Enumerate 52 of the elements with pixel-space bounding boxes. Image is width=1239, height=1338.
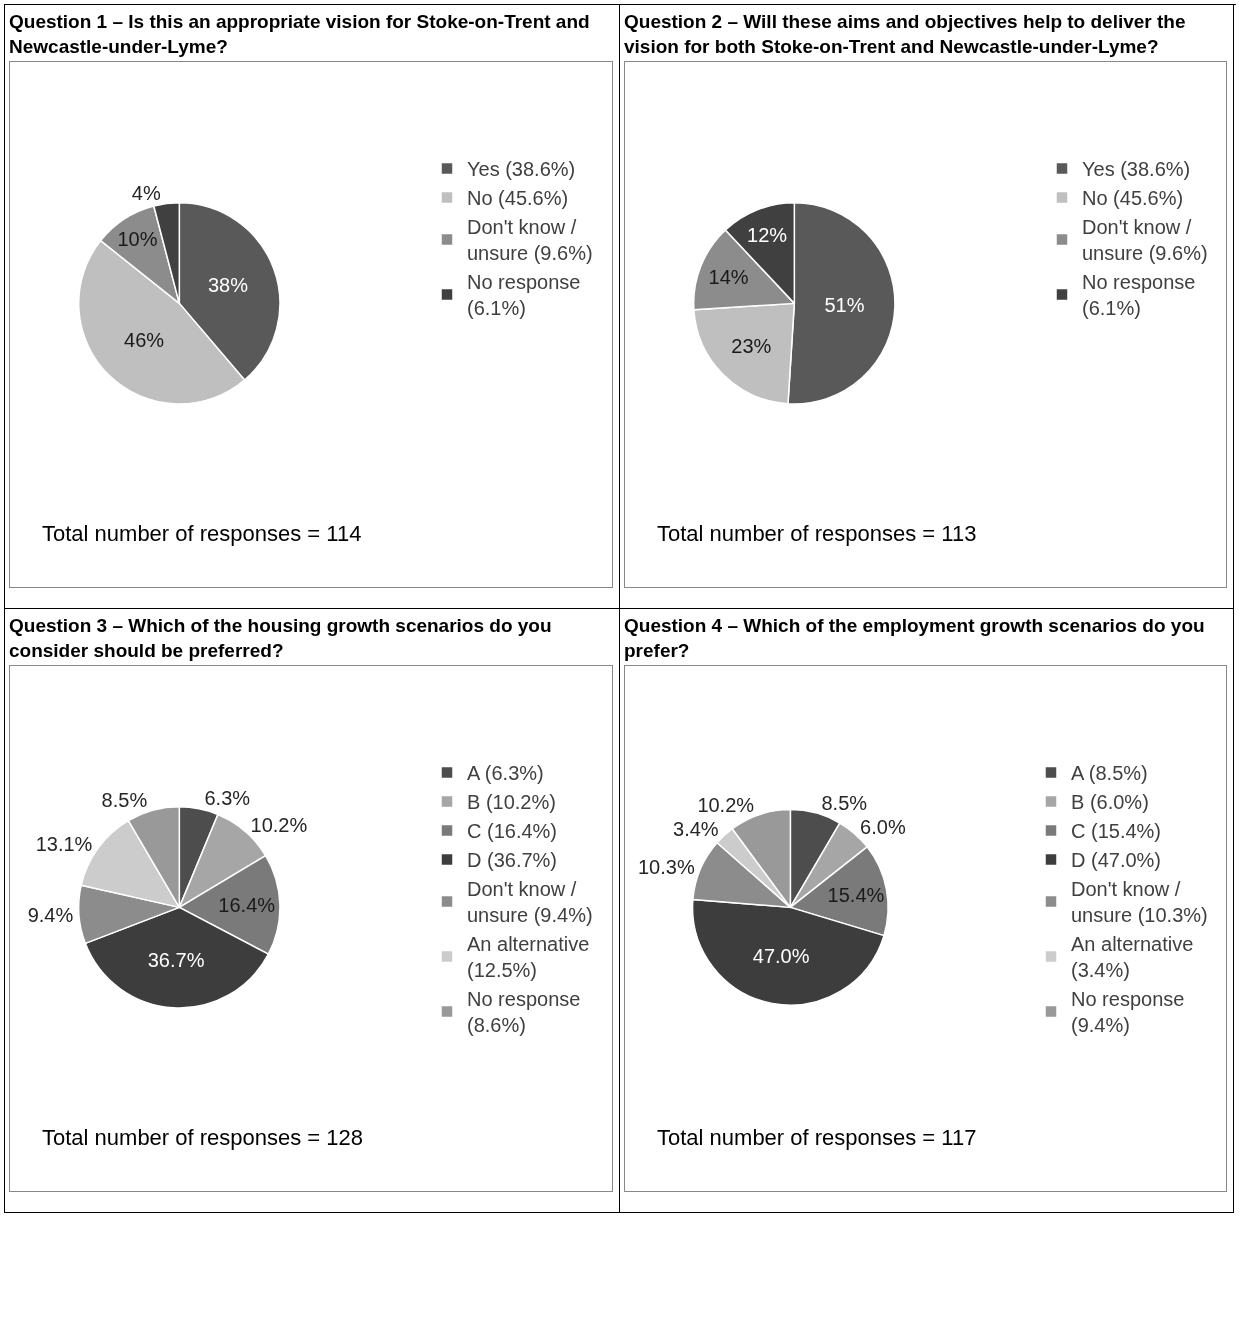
legend-label: D (36.7%) [467, 849, 558, 872]
chart-title: Question 2 – Will these aims and objectives help to deliver the vision for both Stoke-on-Trent and Newcastle-under-Lyme? [624, 10, 1187, 59]
data-label: 15.4% [827, 883, 885, 906]
legend-label: An alternative (3.4%) [1071, 933, 1194, 982]
legend-label: No response (6.1%) [467, 271, 581, 320]
text: Total number of responses = 128 [42, 1125, 364, 1150]
data-label: 6.3% [204, 787, 251, 810]
chart-title: Question 3 – Which of the housing growth scenarios do you consider should be preferred? [9, 614, 553, 663]
legend-label: D (47.0%) [1071, 849, 1162, 872]
text: Total number of responses = 113 [657, 521, 977, 546]
data-label: 3.4% [673, 818, 719, 841]
data-label: 8.5% [101, 789, 148, 812]
legend-label: Don't know / unsure (9.4%) [467, 878, 593, 927]
legend-label: No response (8.6%) [467, 988, 581, 1037]
text: Total number of responses = 114 [42, 521, 362, 546]
data-label: 38% [207, 274, 249, 297]
data-label: 4% [131, 181, 161, 204]
legend-label: B (10.2%) [467, 791, 556, 814]
chart-title: Question 4 – Which of the employment growth scenarios do you prefer? [624, 614, 1206, 663]
data-label: 10.3% [637, 856, 695, 879]
legend-label: Don't know / unsure (9.6%) [467, 216, 593, 265]
legend-label: Don't know / unsure (9.6%) [1082, 216, 1208, 265]
data-label: 9.4% [27, 903, 74, 926]
data-label: 13.1% [35, 833, 93, 856]
legend-label: An alternative (12.5%) [467, 933, 590, 982]
text: Total number of responses = 117 [657, 1125, 977, 1150]
data-label: 46% [124, 328, 165, 351]
data-label: 10% [117, 228, 158, 251]
legend-label: B (6.0%) [1071, 791, 1149, 814]
legend-label: Yes (38.6%) [1082, 158, 1191, 181]
data-label: 23% [731, 335, 772, 358]
data-label: 36.7% [147, 948, 205, 971]
data-label: 16.4% [218, 894, 276, 917]
data-label: 51% [824, 293, 865, 316]
data-label: 10.2% [697, 793, 755, 816]
legend-label: No response (9.4%) [1071, 988, 1185, 1037]
legend-label: Don't know / unsure (10.3%) [1071, 878, 1208, 927]
data-label: 12% [747, 223, 788, 246]
data-label: 6.0% [860, 816, 906, 839]
legend-label: A (6.3%) [467, 762, 544, 785]
data-label: 8.5% [821, 791, 868, 814]
data-label: 14% [708, 266, 749, 289]
legend-label: C (15.4%) [1071, 820, 1162, 843]
data-label: 10.2% [250, 813, 308, 836]
legend-label: No (45.6%) [467, 187, 569, 210]
legend-label: No (45.6%) [1082, 187, 1184, 210]
legend-label: C (16.4%) [467, 820, 558, 843]
legend-label: A (8.5%) [1071, 762, 1148, 785]
legend-label: Yes (38.6%) [467, 158, 576, 181]
data-label: 47.0% [752, 944, 810, 967]
chart-title: Question 1 – Is this an appropriate vision for Stoke-on-Trent and Newcastle-under-Lyme? [9, 10, 591, 59]
legend-label: No response (6.1%) [1082, 271, 1196, 320]
